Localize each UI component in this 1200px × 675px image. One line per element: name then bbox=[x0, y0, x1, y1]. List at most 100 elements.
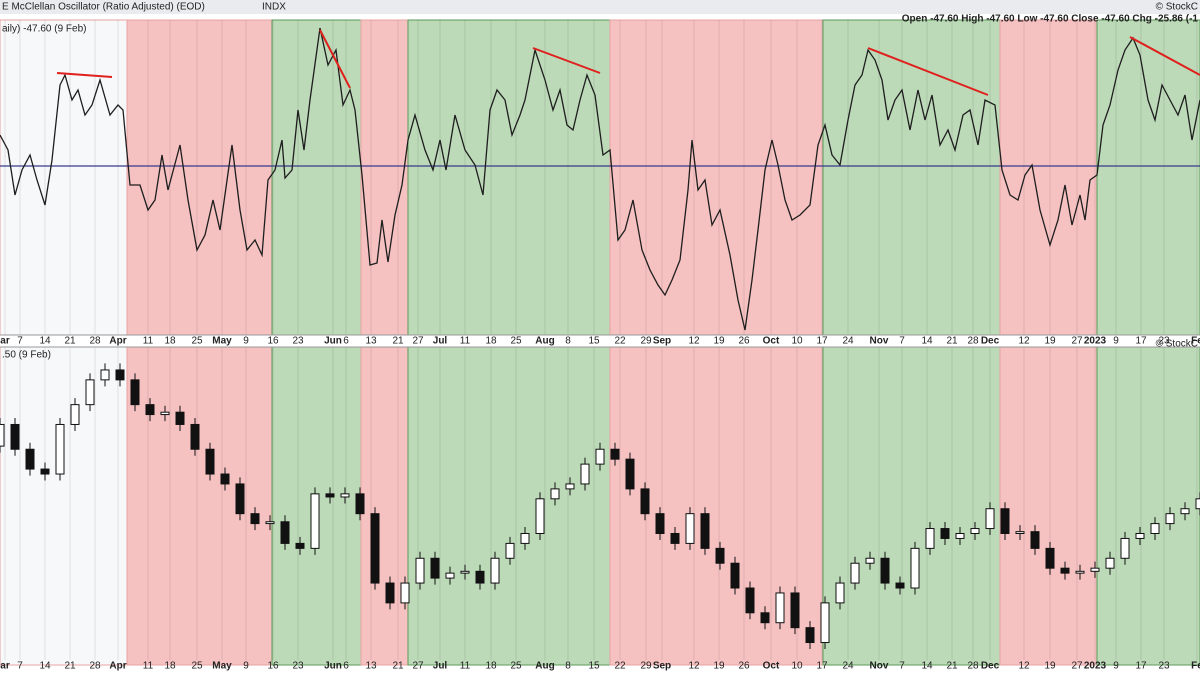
candle-body bbox=[925, 528, 935, 549]
candle-body bbox=[970, 528, 980, 534]
candle-body bbox=[745, 587, 755, 614]
x-tick-label: Jul bbox=[433, 661, 448, 672]
x-tick-label: 14 bbox=[39, 336, 51, 347]
candle-body bbox=[595, 448, 605, 465]
candle-body bbox=[805, 627, 815, 644]
x-tick-label: 11 bbox=[143, 661, 154, 672]
x-tick-label: 27 bbox=[412, 336, 424, 347]
candle-body bbox=[85, 379, 95, 406]
candle-body bbox=[205, 448, 215, 475]
x-tick-label: 13 bbox=[365, 336, 377, 347]
candle-body bbox=[625, 458, 635, 490]
x-tick-label: 14 bbox=[39, 661, 51, 672]
x-tick-label: 23 bbox=[292, 661, 304, 672]
candle-body bbox=[10, 423, 20, 450]
x-tick-label: 2023 bbox=[1084, 336, 1107, 347]
candle-body bbox=[700, 513, 710, 549]
x-tick-label: 12 bbox=[1018, 336, 1030, 347]
candle-body bbox=[145, 404, 155, 416]
candle-body bbox=[865, 557, 875, 564]
region bbox=[609, 19, 824, 336]
x-tick-label: May bbox=[212, 336, 232, 347]
x-tick-label: 18 bbox=[164, 661, 176, 672]
candle-body bbox=[25, 448, 35, 470]
x-tick-label: 11 bbox=[143, 336, 154, 347]
x-tick-label: 21 bbox=[392, 336, 404, 347]
x-tick-label: 17 bbox=[1135, 661, 1147, 672]
x-tick-label: 28 bbox=[89, 336, 101, 347]
region bbox=[360, 346, 409, 666]
region bbox=[822, 346, 1001, 666]
candle-body bbox=[1000, 508, 1010, 534]
candle-body bbox=[370, 513, 380, 584]
x-tick-label: Apr bbox=[109, 661, 126, 672]
candle-body bbox=[985, 508, 995, 530]
candle-body bbox=[475, 570, 485, 584]
candle-body bbox=[265, 521, 275, 525]
region bbox=[126, 19, 273, 336]
candle-body bbox=[835, 582, 845, 604]
x-tick-label: Dec bbox=[981, 336, 1000, 347]
trendline bbox=[867, 47, 989, 96]
candle-body bbox=[670, 532, 680, 544]
region bbox=[0, 19, 128, 336]
header-exchange: INDX bbox=[262, 2, 286, 13]
x-tick-label: 11 bbox=[460, 336, 471, 347]
x-tick-label: 27 bbox=[1071, 336, 1083, 347]
candle-body bbox=[640, 488, 650, 515]
x-tick-label: 12 bbox=[688, 661, 700, 672]
x-tick-label: 21 bbox=[392, 661, 404, 672]
x-tick-label: ar bbox=[0, 661, 10, 672]
region bbox=[271, 19, 362, 336]
x-tick-label: 19 bbox=[713, 336, 725, 347]
x-tick-label: Oct bbox=[763, 336, 780, 347]
x-tick-label: 24 bbox=[842, 661, 854, 672]
candle-body bbox=[190, 423, 200, 450]
region bbox=[407, 19, 611, 336]
ohlc-stats: Open -47.60 High -47.60 Low -47.60 Close… bbox=[902, 14, 1199, 25]
candle-body bbox=[385, 582, 395, 604]
x-tick-label: 28 bbox=[89, 661, 101, 672]
x-tick-label: 24 bbox=[842, 336, 854, 347]
candle-body bbox=[460, 570, 470, 574]
x-tick-label: Sep bbox=[653, 336, 671, 347]
x-tick-label: 21 bbox=[64, 661, 76, 672]
trendline bbox=[532, 47, 601, 74]
x-tick-label: 7 bbox=[17, 661, 23, 672]
x-tick-label: ar bbox=[0, 336, 10, 347]
candle-body bbox=[1150, 523, 1160, 534]
x-tick-label: 9 bbox=[1113, 336, 1119, 347]
candle-body bbox=[790, 592, 800, 629]
candle-body bbox=[1135, 532, 1145, 539]
x-tick-label: 15 bbox=[588, 336, 600, 347]
x-tick-label: 7 bbox=[899, 336, 905, 347]
x-tick-label: 16 bbox=[267, 336, 279, 347]
candle-body bbox=[1195, 498, 1200, 510]
x-tick-label: 9 bbox=[243, 336, 249, 347]
x-tick-label: 8 bbox=[565, 661, 571, 672]
x-tick-label: Fe bbox=[1191, 661, 1200, 672]
candle-body bbox=[310, 493, 320, 549]
candle-body bbox=[565, 483, 575, 490]
x-tick-label: 15 bbox=[588, 661, 600, 672]
x-tick-label: Nov bbox=[870, 336, 889, 347]
trendline bbox=[319, 29, 351, 89]
x-tick-label: 13 bbox=[365, 661, 377, 672]
candle-body bbox=[730, 562, 740, 589]
candle-body bbox=[430, 557, 440, 579]
candle-body bbox=[130, 379, 140, 406]
region bbox=[126, 346, 273, 666]
candle-body bbox=[655, 513, 665, 534]
candle-body bbox=[940, 528, 950, 539]
x-tick-label: 12 bbox=[688, 336, 700, 347]
x-tick-label: 18 bbox=[485, 661, 497, 672]
header-bar bbox=[0, 0, 1200, 14]
x-tick-label: 17 bbox=[816, 661, 828, 672]
header-brand: © StockC bbox=[1156, 2, 1198, 13]
x-tick-label: Jun bbox=[324, 336, 342, 347]
x-tick-label: 27 bbox=[1071, 661, 1083, 672]
candle-body bbox=[70, 404, 80, 425]
x-tick-label: 16 bbox=[267, 661, 279, 672]
candle-body bbox=[280, 521, 290, 544]
candle-body bbox=[1060, 567, 1070, 574]
